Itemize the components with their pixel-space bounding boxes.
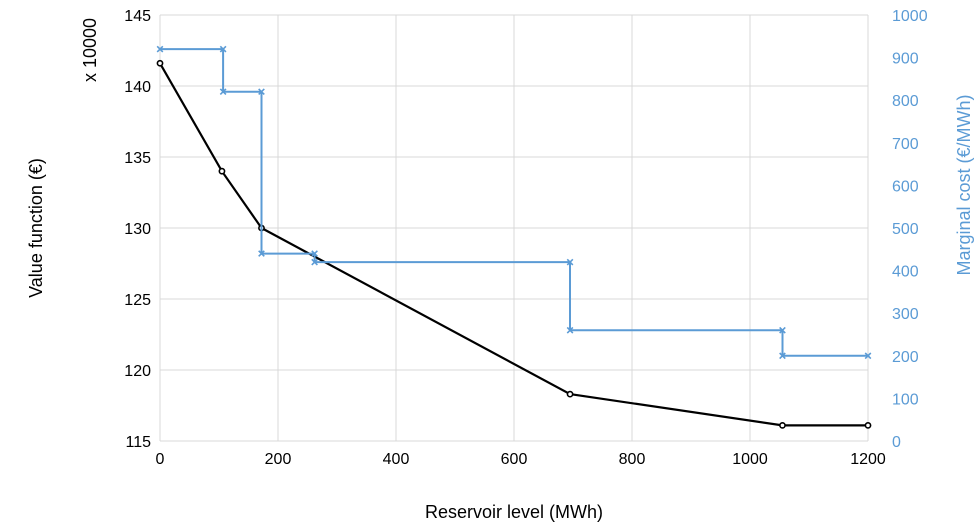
series-line-0 xyxy=(159,62,868,427)
series-0-point-1 xyxy=(218,167,226,175)
y-axis-title: Value function (€) xyxy=(26,158,46,298)
series-1-point-1 xyxy=(219,45,227,53)
series-layer xyxy=(156,45,872,429)
y2-tick-label-5: 500 xyxy=(892,221,919,238)
x-tick-label-2: 400 xyxy=(383,451,410,468)
y2-tick-label-8: 800 xyxy=(892,93,919,110)
y2-axis-title: Marginal cost (€/MWh) xyxy=(954,94,974,275)
y2-tick-label-4: 400 xyxy=(892,264,919,281)
series-1-point-8 xyxy=(566,326,574,334)
x-tick-label-1: 200 xyxy=(265,451,292,468)
series-1-point-4 xyxy=(258,250,265,257)
series-1-point-7 xyxy=(566,258,574,266)
y2-tick-label-2: 200 xyxy=(892,349,919,366)
series-1-point-0 xyxy=(156,45,164,53)
y-tick-label-0: 115 xyxy=(125,434,151,451)
y-tick-label-5: 140 xyxy=(124,79,151,96)
series-1-point-9 xyxy=(779,326,786,334)
y-tick-label-1: 120 xyxy=(124,363,151,380)
series-0-point-5 xyxy=(864,421,872,429)
series-1-point-11 xyxy=(864,352,872,360)
x-tick-label-3: 600 xyxy=(501,451,528,468)
y-axis-multiplier: x 10000 xyxy=(80,18,100,82)
series-0-point-4 xyxy=(779,421,786,429)
series-1-point-5 xyxy=(311,250,318,257)
grid-layer xyxy=(159,14,869,442)
y2-tick-label-6: 600 xyxy=(892,178,919,195)
y2-tick-label-7: 700 xyxy=(892,136,919,153)
y2-tick-label-9: 900 xyxy=(892,51,919,68)
y2-tick-label-3: 300 xyxy=(892,306,919,323)
x-tick-label-0: 0 xyxy=(156,451,165,468)
series-line-1 xyxy=(160,48,868,357)
x-tick-label-5: 1000 xyxy=(732,451,768,468)
y-tick-label-6: 145 xyxy=(124,8,151,25)
series-1-point-3 xyxy=(258,88,265,96)
y-tick-label-3: 130 xyxy=(124,221,151,238)
series-1-point-10 xyxy=(779,352,786,360)
y2-tick-label-10: 1000 xyxy=(892,8,928,25)
y2-tick-label-0: 0 xyxy=(892,434,901,451)
y-tick-label-2: 125 xyxy=(124,292,151,309)
x-tick-label-6: 1200 xyxy=(850,451,886,468)
x-tick-label-4: 800 xyxy=(619,451,646,468)
series-1-point-2 xyxy=(219,88,227,96)
series-0-point-3 xyxy=(566,390,574,398)
y2-tick-label-1: 100 xyxy=(892,391,919,408)
x-axis-title: Reservoir level (MWh) xyxy=(425,502,603,522)
series-1-point-6 xyxy=(311,258,318,266)
series-0-point-0 xyxy=(156,59,164,67)
y-tick-label-4: 135 xyxy=(124,150,151,167)
